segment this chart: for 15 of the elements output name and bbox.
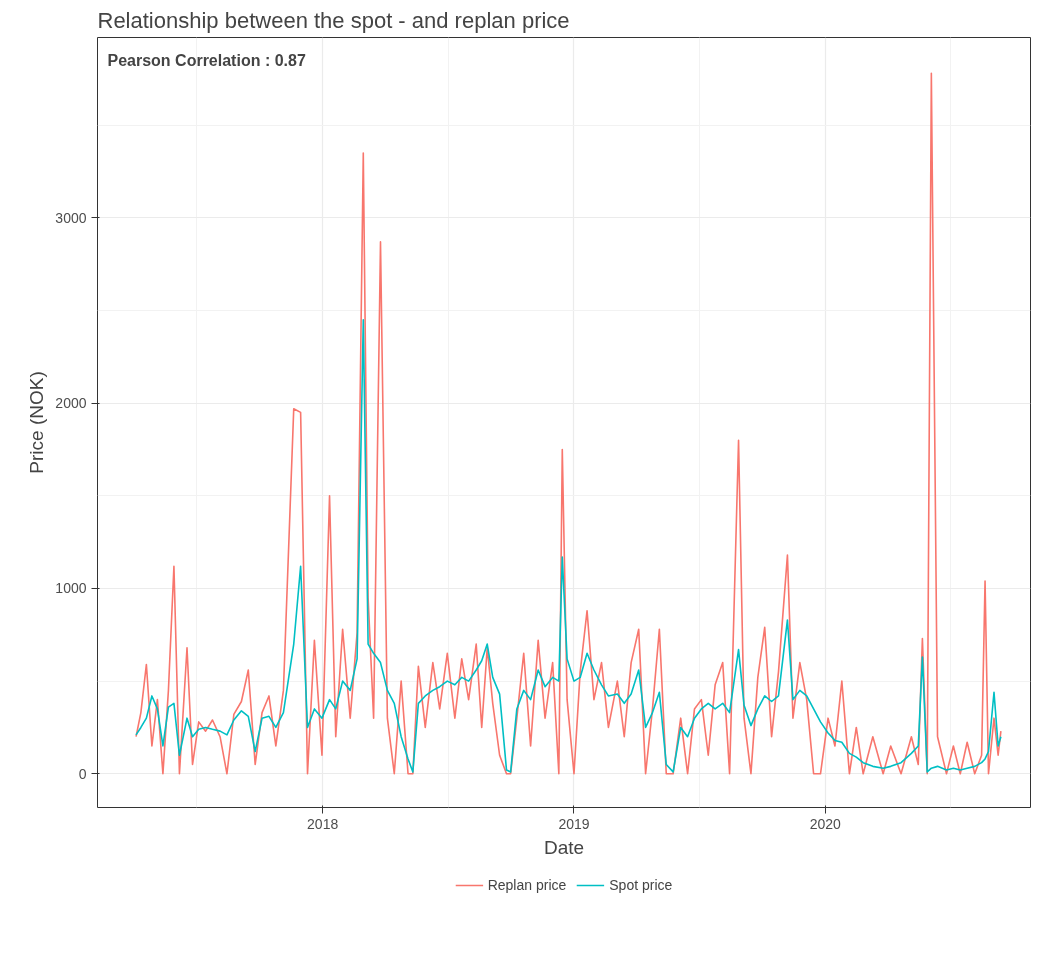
chart-title: Relationship between the spot - and replan price bbox=[97, 7, 570, 33]
legend-label: Replan price bbox=[487, 877, 567, 893]
y-tick-label: 0 bbox=[78, 765, 87, 782]
annotation: Pearson Correlation : 0.87 bbox=[107, 51, 306, 69]
x-tick-label: 2019 bbox=[558, 815, 590, 832]
x-tick-label: 2020 bbox=[809, 815, 842, 832]
legend-label: Spot price bbox=[609, 877, 673, 893]
line-series bbox=[135, 72, 1002, 775]
x-tick-label: 2018 bbox=[307, 815, 339, 832]
y-tick-label: 1000 bbox=[55, 580, 87, 597]
y-axis-title: Price (NOK) bbox=[26, 371, 48, 474]
x-axis-title: Date bbox=[543, 836, 585, 858]
y-tick-label: 2000 bbox=[55, 395, 87, 412]
line-series bbox=[135, 318, 1002, 773]
y-tick-label: 3000 bbox=[55, 209, 87, 226]
